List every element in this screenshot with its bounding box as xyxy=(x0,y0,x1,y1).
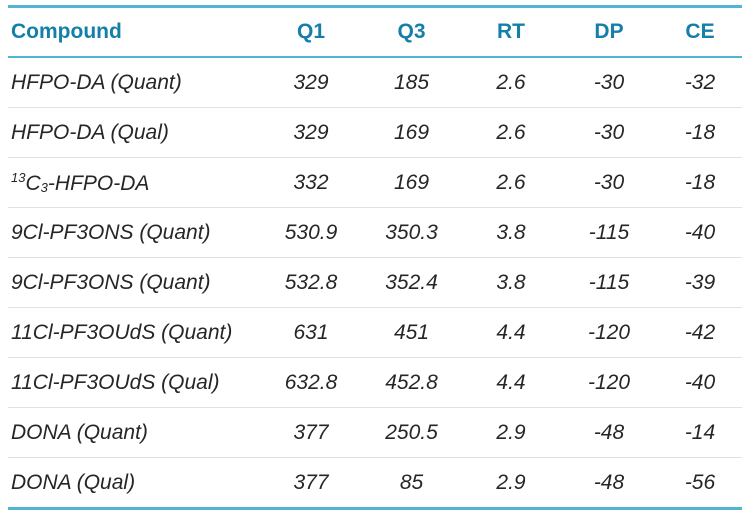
cell-rt: 4.4 xyxy=(496,320,526,344)
cell-rt: 2.6 xyxy=(496,170,526,194)
cell-ce: -56 xyxy=(684,470,716,494)
table-row: HFPO-DA (Qual) 329 169 2.6 -30 -18 xyxy=(8,108,742,158)
column-header-q1: Q1 xyxy=(261,6,361,58)
cell-rt: 2.6 xyxy=(496,70,526,94)
cell-q3: 169 xyxy=(393,170,430,194)
cell-q3: 185 xyxy=(393,70,430,94)
cell-q1: 631 xyxy=(293,320,329,344)
column-header-ce: CE xyxy=(658,6,742,58)
table-row: 11Cl-PF3OUdS (Qual) 632.8 452.8 4.4 -120 -40 xyxy=(8,358,742,408)
cell-compound: 9Cl-PF3ONS (Quant) xyxy=(11,270,211,294)
cell-ce: -39 xyxy=(684,270,716,294)
compound-parameters-table: Compound Q1 Q3 RT DP CE HFPO-DA (Quant) 3… xyxy=(8,5,742,510)
cell-compound: 11Cl-PF3OUdS (Qual) xyxy=(11,370,220,394)
cell-rt: 3.8 xyxy=(496,220,526,244)
cell-dp: -30 xyxy=(593,120,625,144)
table-row: DONA (Quant) 377 250.5 2.9 -48 -14 xyxy=(8,408,742,458)
cell-dp: -120 xyxy=(587,370,631,394)
column-header-rt: RT xyxy=(462,6,560,58)
cell-dp: -30 xyxy=(593,70,625,94)
cell-ce: -14 xyxy=(684,420,716,444)
cell-rt: 4.4 xyxy=(496,370,526,394)
cell-ce: -42 xyxy=(684,320,716,344)
cell-rt: 2.9 xyxy=(496,470,526,494)
cell-ce: -32 xyxy=(684,70,716,94)
cell-q1: 632.8 xyxy=(284,370,338,394)
cell-q1: 377 xyxy=(293,470,329,494)
cell-ce: -40 xyxy=(684,370,716,394)
cell-q3: 350.3 xyxy=(385,220,438,244)
cell-rt: 2.9 xyxy=(496,420,526,444)
table-row: 11Cl-PF3OUdS (Quant) 631 451 4.4 -120 -42 xyxy=(8,308,742,358)
table-row: 13C3-HFPO-DA 332 169 2.6 -30 -18 xyxy=(8,158,742,208)
cell-compound: 13C3-HFPO-DA xyxy=(8,158,261,208)
cell-q3: 250.5 xyxy=(385,420,438,444)
cell-q1: 377 xyxy=(293,420,329,444)
cell-ce: -18 xyxy=(684,170,716,194)
cell-dp: -120 xyxy=(587,320,631,344)
cell-compound: 11Cl-PF3OUdS (Quant) xyxy=(11,320,233,344)
table-row: 9Cl-PF3ONS (Quant) 532.8 352.4 3.8 -115 -39 xyxy=(8,258,742,308)
cell-q1: 329 xyxy=(293,70,329,94)
compound-parameters-table-wrap: Compound Q1 Q3 RT DP CE HFPO-DA (Quant) 3… xyxy=(8,5,742,510)
cell-dp: -115 xyxy=(588,270,630,294)
table-row: 9Cl-PF3ONS (Quant) 530.9 350.3 3.8 -115 -40 xyxy=(8,208,742,258)
column-header-dp: DP xyxy=(560,6,658,58)
compound-segment-sub: 3 xyxy=(40,179,48,195)
cell-rt: 2.6 xyxy=(496,120,526,144)
cell-q3: 352.4 xyxy=(385,270,438,294)
cell-ce: -40 xyxy=(684,220,716,244)
cell-compound: HFPO-DA (Quant) xyxy=(11,70,182,94)
table-body: HFPO-DA (Quant) 329 185 2.6 -30 -32 HFPO-DA (Q… xyxy=(8,57,742,509)
cell-q1: 532.8 xyxy=(284,270,338,294)
column-header-compound: Compound xyxy=(8,6,261,58)
cell-compound: 9Cl-PF3ONS (Quant) xyxy=(11,220,211,244)
compound-segment-sup: 13 xyxy=(11,169,26,185)
cell-dp: -48 xyxy=(593,420,625,444)
compound-segment: -HFPO-DA xyxy=(47,171,150,195)
cell-q1: 329 xyxy=(293,120,329,144)
cell-q1: 530.9 xyxy=(284,220,338,244)
cell-q3: 169 xyxy=(393,120,430,144)
cell-compound: DONA (Quant) xyxy=(11,420,148,444)
cell-compound: DONA (Qual) xyxy=(11,470,136,494)
table-row: HFPO-DA (Quant) 329 185 2.6 -30 -32 xyxy=(8,57,742,108)
cell-q1: 332 xyxy=(293,170,329,194)
cell-compound: HFPO-DA (Qual) xyxy=(11,120,169,144)
cell-q3: 85 xyxy=(399,470,424,494)
column-header-q3: Q3 xyxy=(361,6,462,58)
cell-dp: -48 xyxy=(593,470,625,494)
cell-q3: 451 xyxy=(393,320,430,344)
cell-ce: -18 xyxy=(684,120,716,144)
compound-segment: C xyxy=(25,171,41,195)
cell-dp: -30 xyxy=(593,170,625,194)
cell-dp: -115 xyxy=(588,220,630,244)
cell-q3: 452.8 xyxy=(385,370,438,394)
header-row: Compound Q1 Q3 RT DP CE xyxy=(8,6,742,58)
cell-rt: 3.8 xyxy=(496,270,526,294)
table-row: DONA (Qual) 377 85 2.9 -48 -56 xyxy=(8,458,742,509)
